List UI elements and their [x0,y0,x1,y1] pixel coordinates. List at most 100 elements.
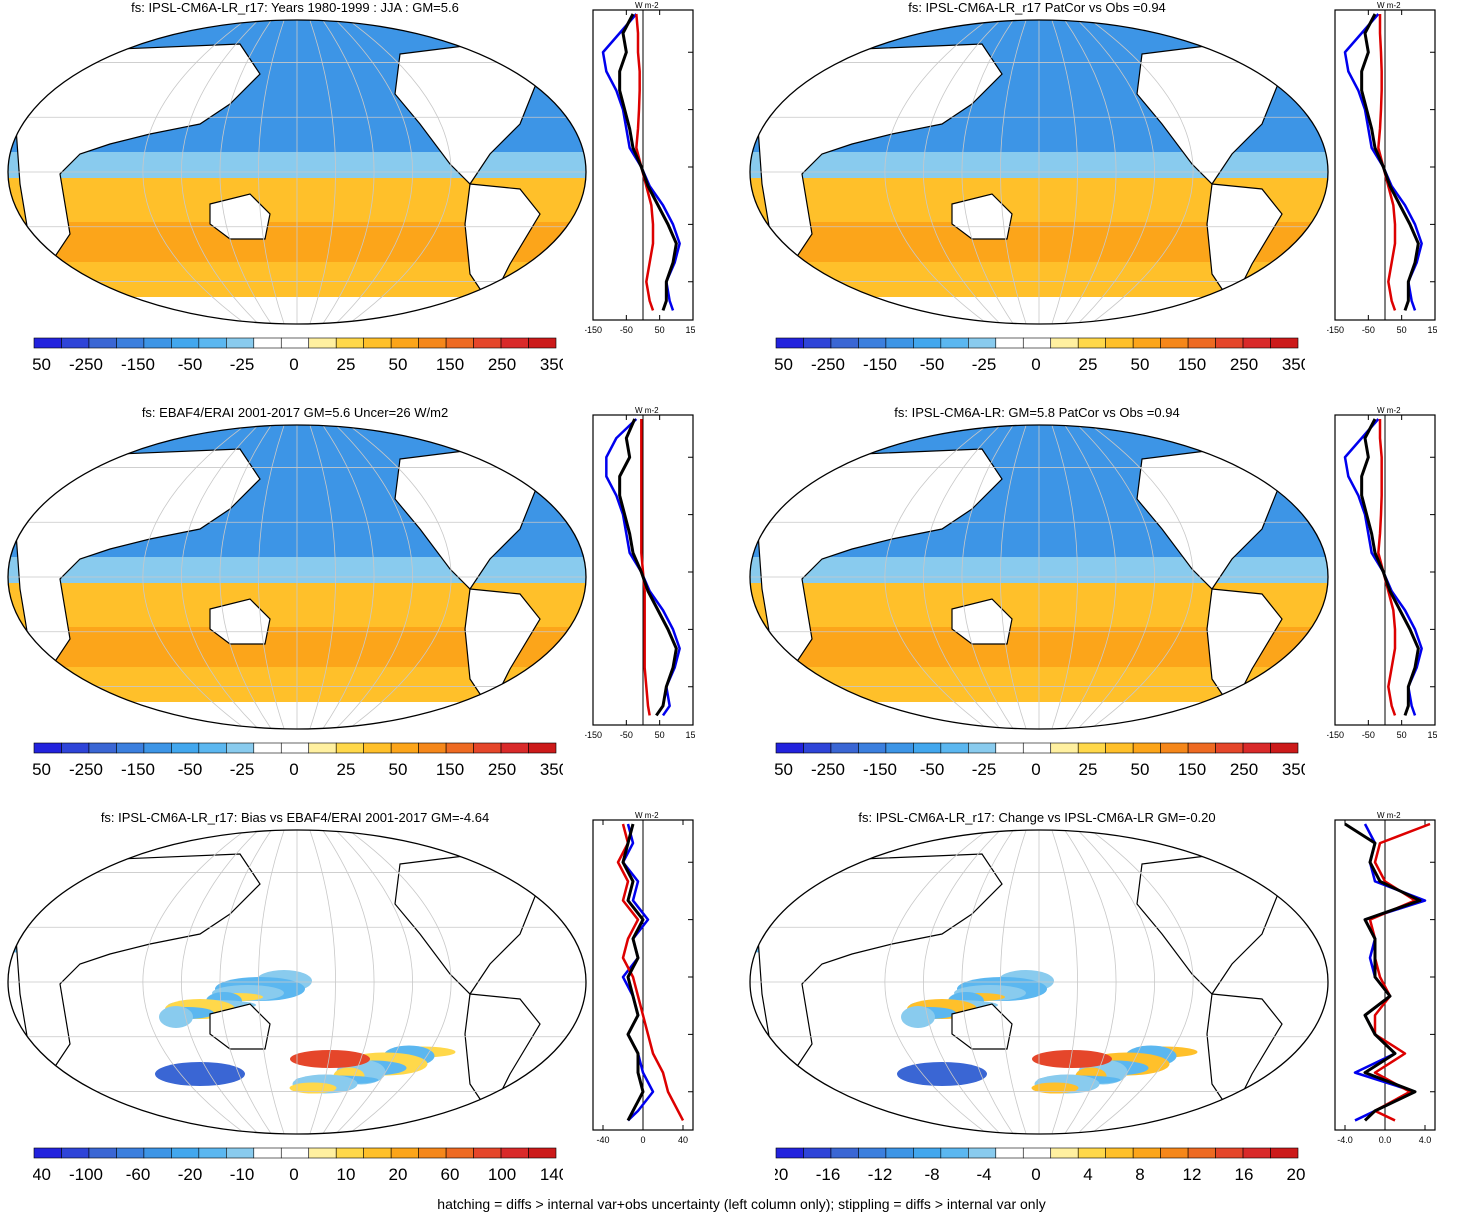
graticule-lon [258,425,285,729]
world-map [7,19,587,325]
graticule-lon [309,425,336,729]
colorbar-label: 250 [488,760,516,779]
graticule-lon [1077,830,1155,1134]
colorbar-swatch [88,1147,117,1159]
colorbar-swatch [500,337,529,349]
x-tick-label: 150 [1427,730,1437,740]
graticule-lon [348,830,452,1134]
colorbar-swatch [803,1147,832,1159]
colorbar-label: -140 [33,1165,51,1184]
colorbar-swatch [1187,337,1216,349]
colorbar: -140-100-60-20-100102060100140 [33,1147,563,1184]
colorbar-label: 350 [540,355,563,374]
colorbar-swatch [143,1147,172,1159]
colorbar-swatch [445,337,474,349]
graticule-lon [1051,830,1078,1134]
anomaly-patch-strong [1032,1050,1112,1068]
x-tick-label: 0 [640,1135,645,1145]
colorbar-swatch [171,337,200,349]
panel-title: fs: IPSL-CM6A-LR_r17: Years 1980-1999 : … [131,0,459,15]
panel-title: fs: IPSL-CM6A-LR_r17: Change vs IPSL-CM6… [858,810,1216,825]
x-tick-label: 50 [655,730,665,740]
colorbar-swatch [171,742,200,754]
units-label: W m-2 [635,406,659,415]
colorbar: -350-250-150-50-2502550150250350 [33,742,563,779]
graticule-lon [309,830,336,1134]
colorbar-swatch [913,337,942,349]
colorbar-swatch [858,1147,887,1159]
graticule-lon [884,425,988,729]
colorbar: -350-250-150-50-2502550150250350 [775,337,1305,374]
colorbar-swatch [253,742,282,754]
colorbar-label: -25 [972,355,997,374]
colorbar-swatch [1270,337,1299,349]
colorbar-swatch [803,337,832,349]
colorbar-label: -50 [920,355,945,374]
anomaly-patch [1256,842,1320,852]
graticule-lon [309,20,336,324]
colorbar-swatch [335,1147,364,1159]
colorbar-label: 350 [540,760,563,779]
colorbar-swatch [885,337,914,349]
colorbar-label: 150 [1178,760,1206,779]
colorbar-label: -100 [69,1165,103,1184]
world-map [749,19,1329,325]
colorbar-swatch [198,337,227,349]
colorbar-swatch [308,742,337,754]
colorbar-swatch [968,742,997,754]
colorbar-swatch [830,742,859,754]
profile-line-black [1360,418,1420,716]
colorbar-label: 12 [1183,1165,1202,1184]
colorbar-label: -150 [863,760,897,779]
units-label: W m-2 [635,1,659,10]
colorbar-swatch [500,742,529,754]
figure-footer: hatching = diffs > internal var+obs unce… [437,1196,1046,1212]
graticule-lon [219,425,272,729]
tropical-band [750,557,1328,583]
colorbar-swatch [1105,1147,1134,1159]
graticule-lon [1051,20,1078,324]
colorbar: -350-250-150-50-2502550150250350 [33,337,563,374]
panel-title: fs: IPSL-CM6A-LR: GM=5.8 PatCor vs Obs =… [894,405,1180,420]
colorbar-swatch [1215,742,1244,754]
anomaly-patch-strong [155,1062,245,1086]
panel-p6: fs: IPSL-CM6A-LR_r17: Change vs IPSL-CM6… [742,810,1483,1215]
colorbar-label: 350 [1282,760,1305,779]
graticule-lon [142,425,246,729]
colorbar-swatch [390,1147,419,1159]
colorbar-label: -350 [33,355,51,374]
antarctica [8,297,586,324]
colorbar-swatch [33,742,62,754]
graticule-lon [884,830,988,1134]
colorbar-swatch [995,1147,1024,1159]
colorbar-swatch [1132,742,1161,754]
panel-title: fs: EBAF4/ERAI 2001-2017 GM=5.6 Uncer=26… [141,405,449,420]
graticule-lon [961,425,1014,729]
x-tick-label: 150 [1427,325,1437,335]
graticule-lon [1000,830,1027,1134]
colorbar-swatch [143,337,172,349]
colorbar-swatch [1187,742,1216,754]
x-tick-label: -150 [1327,325,1344,335]
colorbar-swatch [1160,742,1189,754]
panel-p5: fs: IPSL-CM6A-LR_r17: Bias vs EBAF4/ERAI… [0,810,741,1215]
x-tick-label: 0.0 [1379,1135,1392,1145]
anomaly-patch [1259,834,1328,852]
colorbar-swatch [885,742,914,754]
anomaly-patch [1253,841,1299,861]
colorbar-swatch [418,1147,447,1159]
colorbar-swatch [1215,337,1244,349]
colorbar-swatch [473,337,502,349]
colorbar-swatch [1132,1147,1161,1159]
colorbar-label: -12 [868,1165,893,1184]
colorbar-label: -50 [178,760,203,779]
colorbar-swatch [363,337,392,349]
colorbar-label: 250 [1230,355,1258,374]
colorbar-swatch [363,742,392,754]
colorbar-swatch [1077,1147,1106,1159]
colorbar-swatch [61,742,90,754]
zonal-profile: W m-260N30N030S60S-150-5050150 [1327,406,1437,740]
zonal-profile: W m-260N30N030S60S-150-5050150 [585,406,695,740]
colorbar-swatch [280,1147,310,1159]
